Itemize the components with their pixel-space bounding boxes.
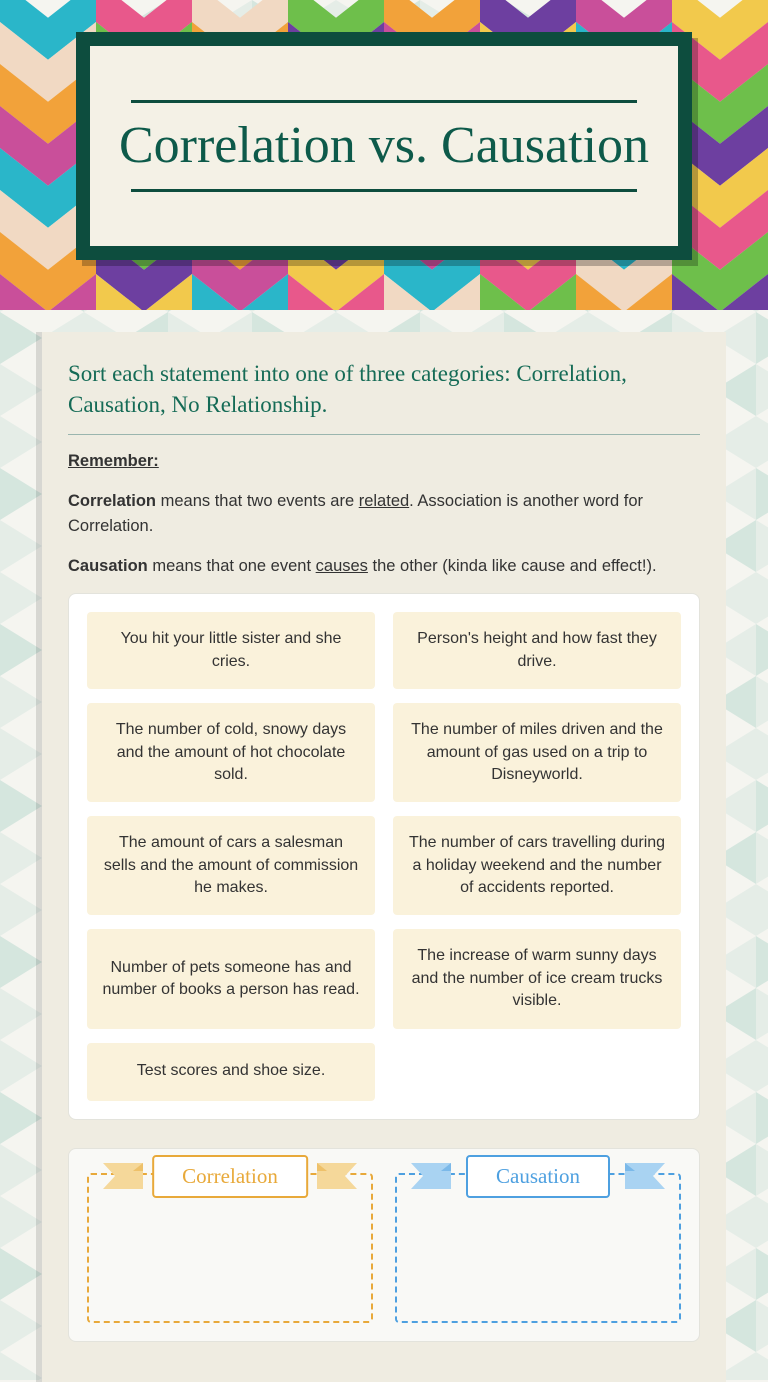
title-rule-bottom (131, 189, 637, 192)
divider (68, 434, 700, 435)
title-inner: Correlation vs. Causation (90, 46, 678, 246)
statement-card[interactable]: Person's height and how fast they drive. (393, 612, 681, 689)
page-title: Correlation vs. Causation (109, 103, 659, 188)
page: Correlation vs. Causation Sort each stat… (0, 0, 768, 1382)
statement-card[interactable]: Test scores and shoe size. (87, 1043, 375, 1101)
statement-card[interactable]: The number of miles driven and the amoun… (393, 703, 681, 802)
cards-container: You hit your little sister and she cries… (68, 593, 700, 1119)
drop-zone-correlation[interactable]: Correlation (87, 1173, 373, 1323)
drop-zones-row: CorrelationCausation (68, 1148, 700, 1342)
drop-zone-label: Correlation (152, 1155, 308, 1198)
drop-zone-label: Causation (466, 1155, 610, 1198)
statement-card[interactable]: Number of pets someone has and number of… (87, 929, 375, 1028)
title-frame: Correlation vs. Causation (76, 32, 692, 260)
statement-card[interactable]: The increase of warm sunny days and the … (393, 929, 681, 1028)
instructions-text: Sort each statement into one of three ca… (68, 358, 700, 420)
statement-card[interactable]: The amount of cars a salesman sells and … (87, 816, 375, 915)
remember-block: Remember: Correlation means that two eve… (68, 449, 700, 579)
content-panel: Sort each statement into one of three ca… (42, 332, 726, 1382)
remember-label: Remember: (68, 452, 159, 470)
header: Correlation vs. Causation (0, 0, 768, 310)
statement-card[interactable]: You hit your little sister and she cries… (87, 612, 375, 689)
remember-line-2: Causation means that one event causes th… (68, 554, 700, 580)
statement-card[interactable]: The number of cars travelling during a h… (393, 816, 681, 915)
remember-line-1: Correlation means that two events are re… (68, 489, 700, 540)
statement-card[interactable]: The number of cold, snowy days and the a… (87, 703, 375, 802)
drop-zone-causation[interactable]: Causation (395, 1173, 681, 1323)
